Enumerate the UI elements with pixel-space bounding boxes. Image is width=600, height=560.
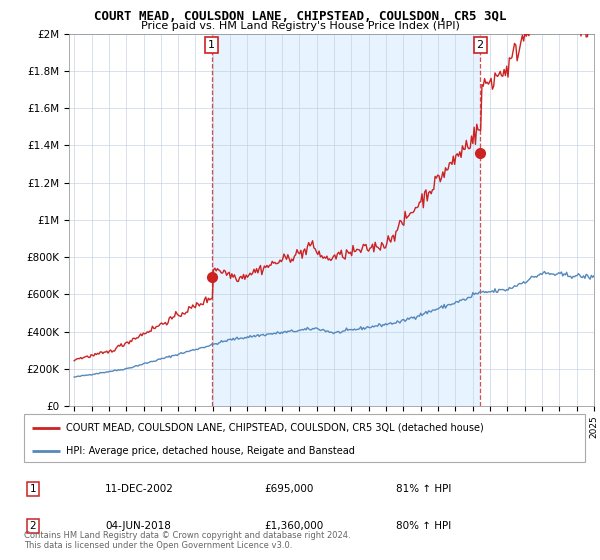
Bar: [212, 34, 480, 406]
Text: 1: 1: [208, 40, 215, 50]
Text: Contains HM Land Registry data © Crown copyright and database right 2024.
This d: Contains HM Land Registry data © Crown c…: [24, 530, 350, 550]
Text: COURT MEAD, COULSDON LANE, CHIPSTEAD, COULSDON, CR5 3QL: COURT MEAD, COULSDON LANE, CHIPSTEAD, CO…: [94, 10, 506, 23]
Text: HPI: Average price, detached house, Reigate and Banstead: HPI: Average price, detached house, Reig…: [66, 446, 355, 456]
FancyBboxPatch shape: [24, 414, 585, 462]
Text: 04-JUN-2018: 04-JUN-2018: [105, 521, 171, 531]
Text: 2: 2: [29, 521, 37, 531]
Text: £695,000: £695,000: [264, 484, 313, 494]
Text: 2: 2: [476, 40, 484, 50]
Text: 1: 1: [29, 484, 37, 494]
Text: 11-DEC-2002: 11-DEC-2002: [105, 484, 174, 494]
Text: 80% ↑ HPI: 80% ↑ HPI: [396, 521, 451, 531]
Text: 81% ↑ HPI: 81% ↑ HPI: [396, 484, 451, 494]
Text: Price paid vs. HM Land Registry's House Price Index (HPI): Price paid vs. HM Land Registry's House …: [140, 21, 460, 31]
Text: COURT MEAD, COULSDON LANE, CHIPSTEAD, COULSDON, CR5 3QL (detached house): COURT MEAD, COULSDON LANE, CHIPSTEAD, CO…: [66, 423, 484, 433]
Text: £1,360,000: £1,360,000: [264, 521, 323, 531]
